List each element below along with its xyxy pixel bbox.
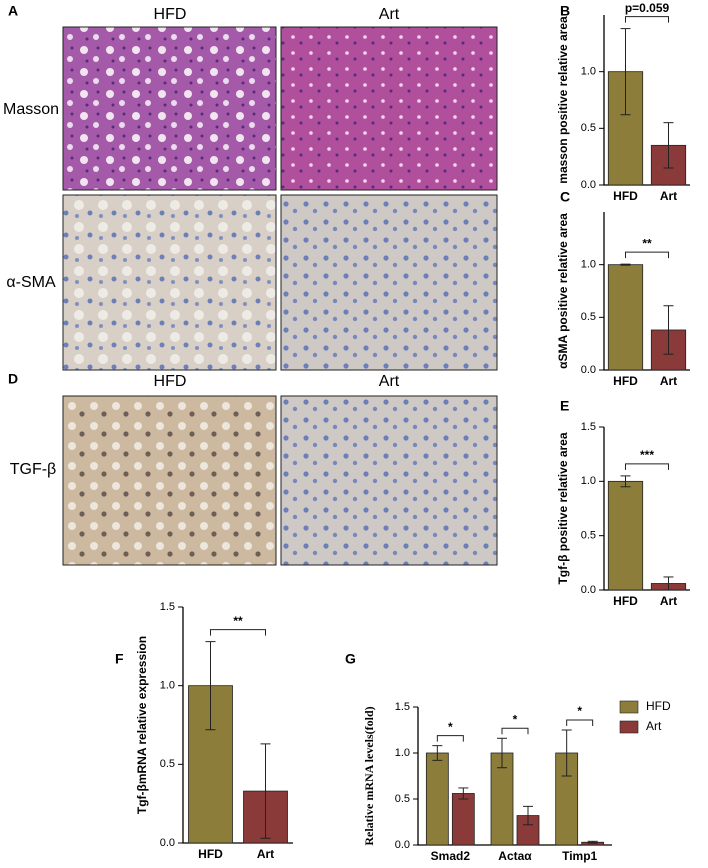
y-tick-label: 0.0	[581, 364, 596, 376]
x-tick-label: HFD	[613, 594, 638, 608]
y-tick-label: 0.0	[160, 837, 175, 849]
y-tick-label: 1.5	[581, 421, 596, 433]
x-tick-label: HFD	[198, 847, 223, 861]
significance-label: **	[233, 614, 243, 628]
significance-bracket	[625, 463, 669, 470]
micrograph	[62, 26, 277, 191]
y-tick-label: 0.0	[581, 179, 596, 191]
significance-label: ***	[640, 448, 654, 462]
x-tick-label: HFD	[613, 374, 638, 388]
y-axis-label: Tgf-βmRNA relative expression	[135, 636, 149, 814]
y-tick-label: 1.0	[395, 747, 410, 759]
significance-bracket	[436, 735, 464, 742]
panel-a: A HFD Art Masson α-SMA	[3, 3, 498, 371]
y-axis-label: Relative mRNA levels(fold)	[362, 706, 376, 845]
micrograph	[62, 395, 277, 566]
panel-label: D	[8, 371, 18, 387]
panel-label: A	[8, 3, 18, 19]
significance-label: *	[577, 704, 582, 718]
significance-bracket	[501, 727, 529, 735]
significance-label: **	[642, 236, 652, 250]
y-tick-label: 0.0	[581, 584, 596, 596]
bar	[607, 480, 644, 591]
x-tick-label: HFD	[613, 189, 638, 203]
column-header: HFD	[154, 373, 187, 390]
significance-bracket	[566, 719, 594, 726]
micrograph	[280, 395, 498, 566]
significance-bracket	[210, 629, 266, 636]
y-tick-label: 0.5	[581, 311, 596, 323]
significance-label: *	[513, 712, 518, 726]
significance-bracket	[625, 16, 669, 23]
y-axis-label: Tgf-β positive relative area	[556, 432, 570, 584]
legend-swatch	[619, 720, 639, 734]
y-tick-label: 1.0	[581, 475, 596, 487]
y-tick-label: 1.5	[395, 701, 410, 713]
column-header: Art	[379, 373, 400, 390]
column-header: HFD	[154, 6, 187, 23]
column-header: Art	[379, 6, 400, 23]
legend-label: Art	[646, 719, 662, 733]
y-axis-label: masson positive relative area	[556, 16, 570, 184]
micrograph	[62, 194, 277, 371]
significance-label: p=0.059	[625, 1, 670, 15]
x-tick-label: Actaα	[498, 849, 532, 863]
row-label: TGF-β	[10, 461, 57, 478]
y-tick-label: 0.5	[160, 758, 175, 770]
y-axis-label: αSMA positive relative area	[556, 213, 570, 369]
micrograph	[280, 194, 498, 371]
x-tick-label: Art	[660, 374, 677, 388]
y-tick-label: 1.5	[160, 601, 175, 613]
x-tick-label: Art	[660, 189, 677, 203]
y-tick-label: 1.0	[581, 66, 596, 78]
panel-label: F	[115, 651, 124, 667]
x-tick-label: Timp1	[562, 849, 597, 863]
legend-swatch	[619, 700, 639, 714]
row-label: α-SMA	[6, 274, 56, 291]
panel-d: D HFD Art TGF-β	[8, 371, 498, 566]
x-tick-label: Smad2	[431, 849, 471, 863]
y-tick-label: 0.0	[395, 839, 410, 851]
row-label: Masson	[3, 101, 59, 118]
y-tick-label: 0.5	[581, 530, 596, 542]
panel-label: E	[560, 398, 569, 414]
significance-bracket	[625, 251, 669, 259]
y-tick-label: 1.0	[160, 680, 175, 692]
x-tick-label: Art	[257, 847, 274, 861]
legend-label: HFD	[646, 699, 671, 713]
y-tick-label: 0.5	[395, 793, 410, 805]
x-tick-label: Art	[660, 594, 677, 608]
significance-label: *	[448, 720, 453, 734]
panel-label: G	[345, 651, 356, 667]
bar	[451, 793, 475, 846]
micrograph	[280, 26, 498, 191]
y-tick-label: 1.0	[581, 259, 596, 271]
panel-label: C	[560, 189, 570, 205]
y-tick-label: 0.5	[581, 122, 596, 134]
panel-label: B	[560, 3, 570, 19]
bar	[607, 264, 644, 371]
bar	[425, 752, 449, 846]
